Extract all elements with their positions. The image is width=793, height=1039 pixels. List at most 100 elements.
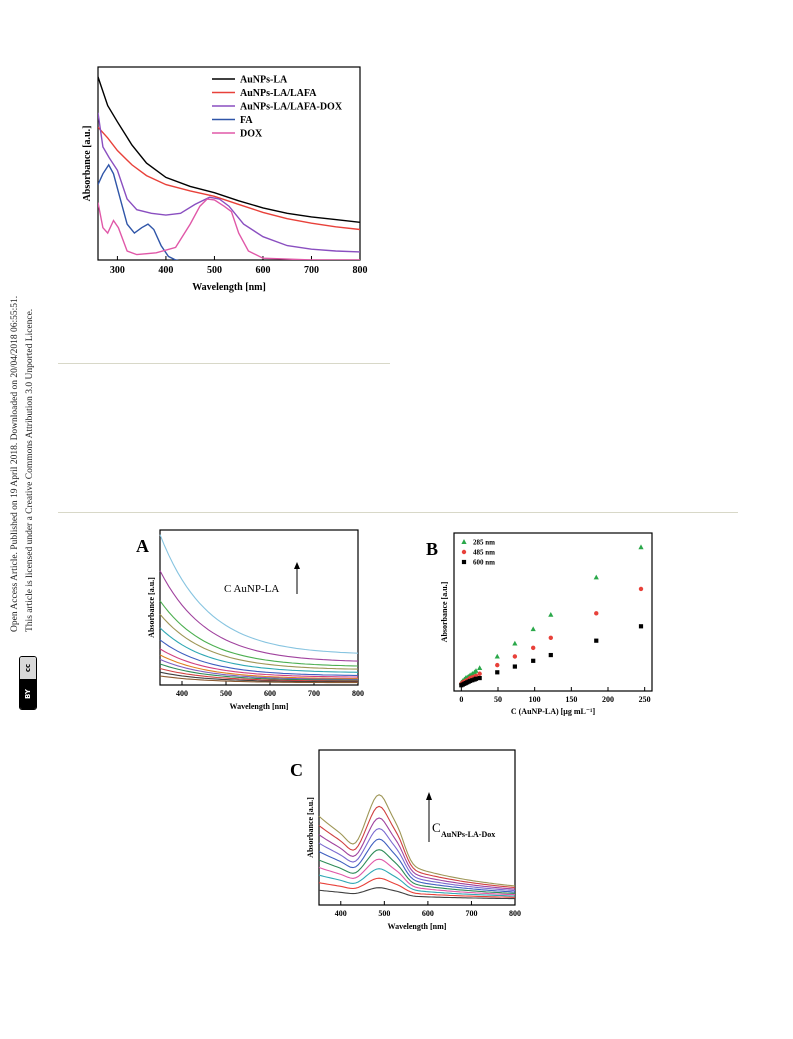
series-line (159, 627, 359, 673)
data-point (477, 665, 483, 670)
x-tick-label: 400 (335, 909, 347, 918)
concentration-annotation: C (432, 820, 441, 835)
panel-label: C (290, 760, 303, 780)
series-line (318, 794, 516, 887)
figure-panel-a: 400 500 600 700 800 Wavelength [nm] Absorbance… (136, 529, 364, 711)
x-axis-label: C (AuNP-LA) [μg mL⁻¹] (511, 707, 596, 716)
series-line (98, 198, 360, 260)
x-axis-label: Wavelength [nm] (230, 702, 289, 711)
data-point (469, 670, 475, 676)
x-tick-label: 400 (176, 689, 188, 698)
series-line (98, 112, 360, 253)
divider-lower (58, 512, 738, 513)
divider-upper (58, 363, 390, 364)
data-point (495, 662, 500, 668)
x-tick-label: 800 (509, 909, 521, 918)
x-tick-label: 400 (158, 265, 173, 276)
series-line (98, 163, 180, 260)
y-axis-label: Absorbance [a.u.] (440, 581, 449, 642)
series-line (318, 828, 516, 892)
x-tick-label: 200 (602, 695, 614, 704)
license-sidebar: Open Access Article. Published on 19 Apr… (0, 0, 40, 710)
x-tick-label: 600 (255, 265, 270, 276)
x-tick-label: 100 (529, 695, 541, 704)
data-point (594, 611, 599, 616)
series-line (318, 868, 515, 897)
figure-top: 300 400 500 600 700 800 Wavelength [nm] Absorba… (82, 66, 368, 293)
legend-entry: DOX (240, 129, 263, 140)
x-tick-label: 500 (378, 909, 390, 918)
legend-entry: 485 nm (473, 549, 495, 557)
data-point (512, 654, 518, 659)
series-line (159, 613, 358, 670)
plot-frame (97, 66, 361, 261)
x-axis-label: Wavelength [nm] (388, 922, 447, 931)
x-tick-label: 700 (304, 265, 319, 276)
arrow-head-icon (294, 562, 300, 569)
series-line (318, 805, 516, 889)
y-axis-label: Absorbance [a.u.] (147, 577, 156, 638)
data-point (495, 670, 500, 675)
series-line (318, 858, 516, 896)
data-point (473, 668, 479, 673)
publication-note: Open Access Article. Published on 19 Apr… (10, 295, 20, 632)
data-point (494, 653, 500, 659)
concentration-annotation: C AuNP-LA (224, 583, 279, 595)
legend-entry: AuNPs-LA (240, 75, 288, 86)
concentration-annotation-subscript: AuNPs-LA-Dox (441, 830, 495, 839)
legend-entry: FA (240, 115, 253, 126)
x-tick-label: 500 (220, 689, 232, 698)
x-tick-label: 0 (459, 695, 463, 704)
data-point (638, 624, 644, 629)
arrow-head-icon (426, 792, 432, 800)
plot-frame (318, 749, 516, 906)
x-tick-label: 150 (565, 695, 577, 704)
data-point (473, 676, 479, 681)
data-point (531, 658, 536, 663)
plot-frame (453, 532, 653, 692)
license-note[interactable]: This article is licensed under a Creativ… (25, 308, 35, 632)
legend-entry: 600 nm (473, 559, 495, 567)
data-point (470, 678, 475, 683)
x-tick-label: 800 (352, 689, 364, 698)
x-tick-label: 700 (308, 689, 320, 698)
y-axis-label: Absorbance [a.u.] (306, 797, 315, 858)
series-line (159, 675, 358, 684)
series-line (318, 838, 516, 893)
x-tick-label: 600 (264, 689, 276, 698)
data-point (548, 611, 554, 617)
series-line (159, 534, 359, 654)
series-line (159, 639, 358, 676)
series-line (318, 877, 515, 898)
panel-label: B (426, 539, 438, 559)
x-tick-label: 50 (494, 695, 502, 704)
series-line (159, 600, 359, 667)
figure-panel-b: 0 50 100 150 200 250 C (AuNP-LA) [μg mL⁻¹] Abso… (426, 532, 653, 716)
data-point (468, 678, 473, 684)
series-line (159, 671, 358, 683)
legend-entry: AuNPs-LA/LAFA-DOX (240, 102, 343, 113)
figure-panel-c: 400 500 600 700 800 Wavelength [nm] Absorbance… (290, 749, 521, 931)
data-point (593, 574, 599, 580)
data-point (477, 671, 482, 676)
series-line (159, 648, 359, 678)
legend-entry: 285 nm (473, 539, 495, 547)
series-line (318, 817, 516, 890)
legend-entry: AuNPs-LA/LAFA (240, 88, 317, 99)
data-point (548, 652, 553, 658)
cc-by-badge[interactable]: cc BY (19, 656, 37, 710)
data-point (638, 544, 644, 550)
series-line (159, 667, 359, 682)
series-line (318, 849, 516, 894)
x-tick-label: 250 (639, 695, 651, 704)
series-line (98, 76, 360, 223)
x-tick-label: 800 (353, 265, 368, 276)
x-axis-label: Wavelength [nm] (192, 282, 266, 293)
y-axis-label: Absorbance [a.u.] (82, 126, 93, 202)
series-line (159, 658, 358, 680)
series-line (159, 570, 359, 662)
panel-label: A (136, 536, 149, 556)
by-icon: BY (20, 679, 36, 709)
plot-frame (159, 529, 359, 686)
x-tick-label: 600 (422, 909, 434, 918)
